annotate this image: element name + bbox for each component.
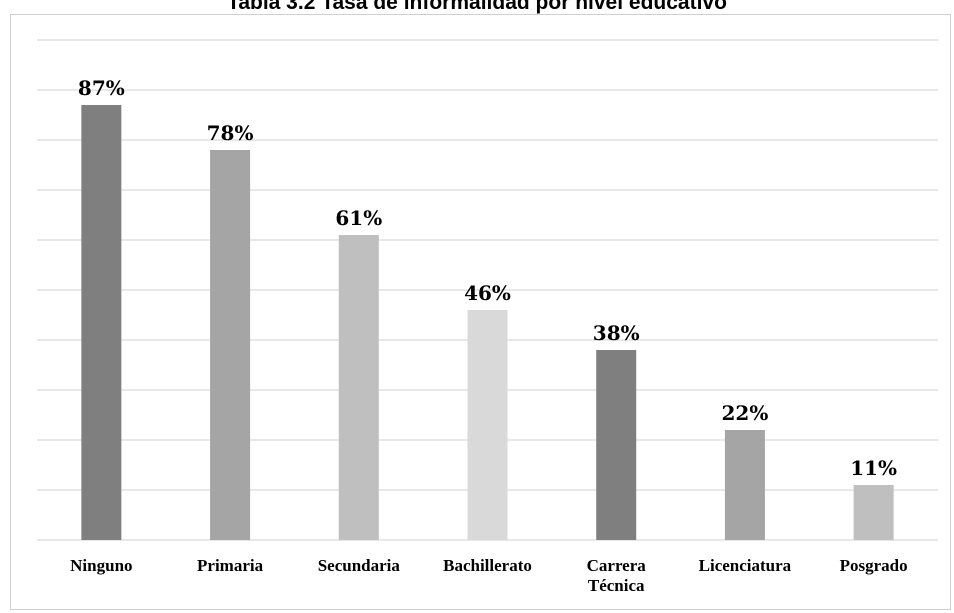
category-label: Licenciatura (699, 556, 792, 575)
category-label: Bachillerato (443, 556, 532, 575)
category-label: Posgrado (840, 556, 908, 575)
category-labels: Ninguno Primaria Secundaria Bachillerato Car… (70, 556, 907, 595)
bar (81, 105, 122, 540)
category-label: Secundaria (318, 556, 401, 575)
data-label: 38% (593, 321, 640, 345)
data-label: 61% (335, 206, 382, 230)
bar (724, 430, 765, 540)
bar (596, 350, 637, 540)
bars (81, 105, 894, 540)
data-label: 46% (464, 281, 511, 305)
data-label: 22% (722, 401, 769, 425)
value-labels: 87% 78% 61% 46% 38% 22% 11% (78, 76, 897, 480)
bar (467, 310, 508, 540)
category-label: Técnica (588, 576, 645, 595)
data-label: 87% (78, 76, 125, 100)
bar (338, 235, 379, 540)
chart-frame (10, 14, 951, 610)
data-label: 11% (850, 456, 897, 480)
chart-title: Tabla 3.2 Tasa de informalidad por nivel… (227, 0, 727, 14)
data-label: 78% (207, 121, 254, 145)
category-label: Primaria (197, 556, 264, 575)
category-label: Ninguno (70, 556, 132, 575)
category-label: Carrera (587, 556, 647, 575)
bar (210, 150, 251, 540)
bar (853, 485, 894, 540)
